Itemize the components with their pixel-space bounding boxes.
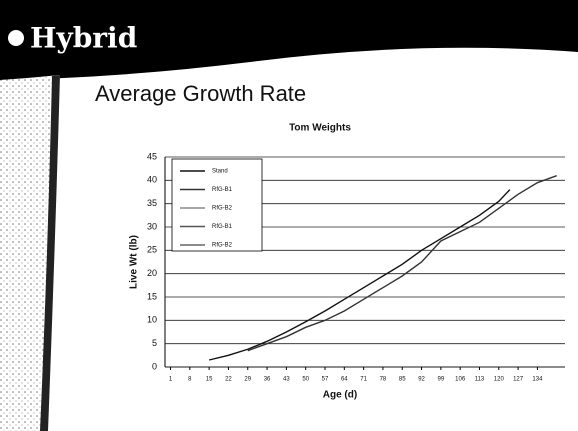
series-line [208, 189, 511, 361]
y-tick-label: 30 [147, 221, 157, 231]
x-tick-label: 36 [264, 377, 271, 383]
y-tick-label: 40 [147, 175, 157, 185]
series-line [247, 175, 557, 352]
legend-label: RfG-B1 [212, 224, 233, 230]
y-tick-label: 35 [147, 198, 157, 208]
x-tick-label: 134 [532, 377, 543, 383]
x-tick-label: 71 [360, 377, 367, 383]
legend-label: RfG-B1 [212, 187, 233, 193]
x-tick-label: 120 [494, 377, 505, 383]
x-tick-label: 57 [322, 377, 329, 383]
y-tick-label: 20 [147, 268, 157, 278]
slide-title: Average Growth Rate [95, 81, 306, 106]
y-tick-label: 10 [147, 315, 157, 325]
y-axis-label: Live Wt (lb) [129, 235, 140, 289]
x-tick-label: 92 [418, 377, 425, 383]
x-tick-label: 15 [206, 377, 213, 383]
legend-box [171, 158, 263, 252]
logo-icon [8, 30, 24, 46]
x-axis-label: Age (d) [323, 390, 357, 401]
banner [0, 0, 578, 80]
x-tick-label: 43 [283, 377, 290, 383]
logo: Hybrid [30, 22, 137, 55]
x-tick-label: 127 [513, 377, 524, 383]
x-tick-label: 22 [225, 377, 232, 383]
x-tick-label: 64 [341, 377, 348, 383]
x-tick-label: 85 [399, 377, 406, 383]
y-tick-label: 5 [152, 338, 157, 348]
legend-label: RfG-B2 [212, 206, 233, 212]
legend-label: RfG-B2 [212, 243, 233, 249]
y-tick-label: 45 [147, 151, 157, 161]
x-tick-label: 78 [380, 377, 387, 383]
x-tick-label: 1 [169, 377, 173, 383]
legend-label: Stand [212, 169, 228, 175]
chart-title: Tom Weights [289, 123, 351, 134]
y-tick-label: 0 [152, 361, 157, 371]
x-tick-label: 29 [244, 377, 251, 383]
x-tick-label: 113 [475, 377, 485, 383]
side-stroke [40, 75, 60, 431]
x-tick-label: 106 [455, 377, 466, 383]
x-tick-label: 8 [188, 377, 192, 383]
x-tick-label: 50 [302, 377, 309, 383]
x-tick-label: 99 [438, 377, 445, 383]
y-tick-label: 15 [147, 291, 157, 301]
y-tick-label: 25 [147, 245, 157, 255]
